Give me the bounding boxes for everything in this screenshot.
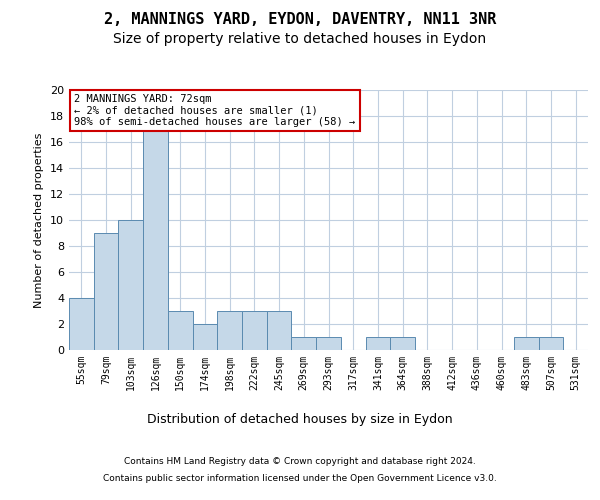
Text: Contains HM Land Registry data © Crown copyright and database right 2024.: Contains HM Land Registry data © Crown c… xyxy=(124,458,476,466)
Bar xyxy=(193,324,217,350)
Bar xyxy=(143,129,168,350)
Bar xyxy=(242,311,267,350)
Bar xyxy=(94,233,118,350)
Bar xyxy=(390,337,415,350)
Text: Distribution of detached houses by size in Eydon: Distribution of detached houses by size … xyxy=(147,412,453,426)
Bar xyxy=(365,337,390,350)
Bar xyxy=(292,337,316,350)
Bar xyxy=(539,337,563,350)
Text: Contains public sector information licensed under the Open Government Licence v3: Contains public sector information licen… xyxy=(103,474,497,483)
Bar xyxy=(168,311,193,350)
Text: 2 MANNINGS YARD: 72sqm
← 2% of detached houses are smaller (1)
98% of semi-detac: 2 MANNINGS YARD: 72sqm ← 2% of detached … xyxy=(74,94,355,127)
Bar xyxy=(217,311,242,350)
Bar xyxy=(267,311,292,350)
Text: 2, MANNINGS YARD, EYDON, DAVENTRY, NN11 3NR: 2, MANNINGS YARD, EYDON, DAVENTRY, NN11 … xyxy=(104,12,496,28)
Text: Size of property relative to detached houses in Eydon: Size of property relative to detached ho… xyxy=(113,32,487,46)
Y-axis label: Number of detached properties: Number of detached properties xyxy=(34,132,44,308)
Bar xyxy=(316,337,341,350)
Bar xyxy=(118,220,143,350)
Bar xyxy=(69,298,94,350)
Bar xyxy=(514,337,539,350)
